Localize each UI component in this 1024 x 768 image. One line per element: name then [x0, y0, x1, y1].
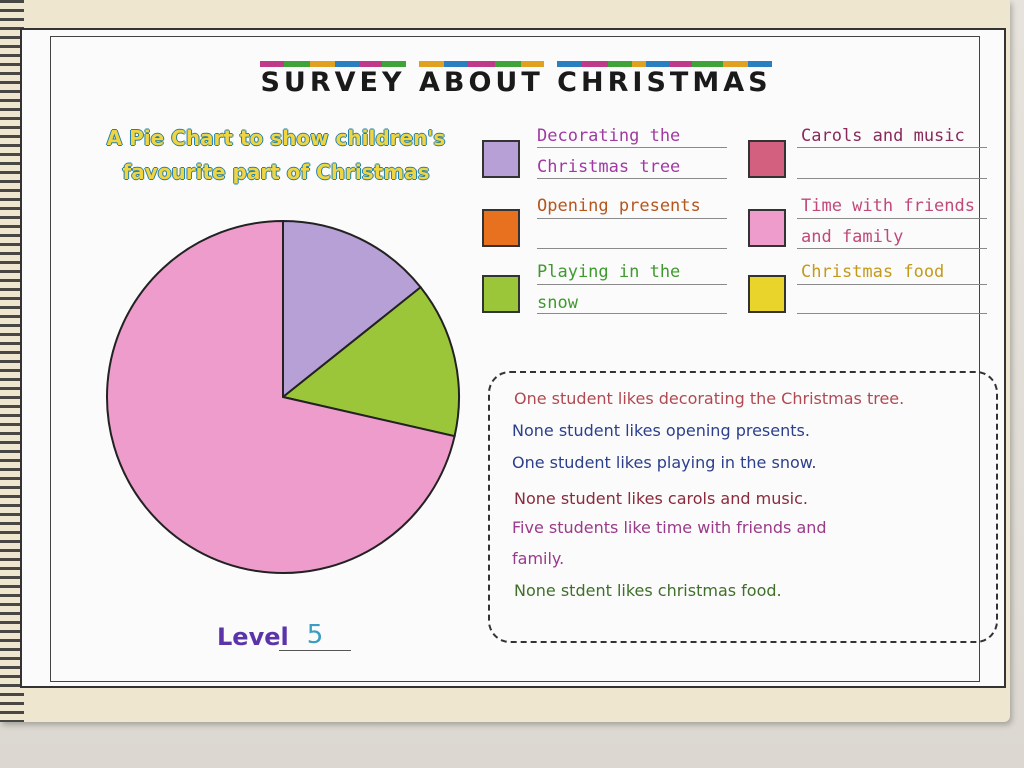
note-line: One student likes decorating the Christm…	[514, 389, 905, 408]
note-line: None student likes carols and music.	[514, 489, 808, 508]
worksheet-page: SURVEY ABOUT CHRISTMAS A Pie Chart to sh…	[20, 28, 1006, 688]
level-value: 5	[279, 620, 351, 651]
legend-rule	[797, 248, 987, 249]
legend-label-food: Christmas food	[801, 262, 945, 282]
legend-swatch-friends	[748, 209, 786, 247]
note-line: One student likes playing in the snow.	[512, 453, 817, 472]
legend-rule	[797, 218, 987, 219]
legend-swatch-decorating	[482, 140, 520, 178]
legend-rule	[797, 313, 987, 314]
legend-rule	[797, 147, 987, 148]
pie-slice-time-with-friends-and-family	[106, 219, 456, 574]
legend-rule	[537, 218, 727, 219]
legend-swatch-presents	[482, 209, 520, 247]
legend-label-snow: Playing in the snow	[537, 262, 681, 313]
legend-label-carols: Carols and music	[801, 126, 965, 146]
level-label: Level	[217, 623, 289, 651]
chart-title: A Pie Chart to show children's favourite…	[106, 126, 446, 184]
legend-swatch-food	[748, 275, 786, 313]
legend-rule	[537, 248, 727, 249]
legend-swatch-snow	[482, 275, 520, 313]
legend-rule	[537, 284, 727, 285]
pie-slice-decorating-the-christmas-tree	[282, 219, 423, 400]
page-title: SURVEY ABOUT CHRISTMAS	[51, 61, 981, 98]
legend-label-presents: Opening presents	[537, 196, 701, 216]
legend-rule	[537, 147, 727, 148]
page-border: SURVEY ABOUT CHRISTMAS A Pie Chart to sh…	[50, 36, 998, 682]
summary-notes-box: One student likes decorating the Christm…	[488, 371, 998, 643]
pie-chart	[106, 219, 460, 574]
legend-swatch-carols	[748, 140, 786, 178]
note-line: None student likes opening presents.	[512, 421, 810, 440]
legend-rule	[797, 178, 987, 179]
legend-label-decorating: Decorating the Christmas tree	[537, 126, 681, 177]
legend-rule	[537, 178, 727, 179]
legend-label-friends: Time with friends and family	[801, 196, 975, 247]
legend-rule	[537, 313, 727, 314]
pie-slice-playing-in-the-snow	[280, 285, 460, 438]
note-line: Five students like time with friends and	[512, 518, 827, 537]
note-line: None stdent likes christmas food.	[514, 581, 782, 600]
legend-rule	[797, 284, 987, 285]
note-line: family.	[512, 549, 565, 568]
